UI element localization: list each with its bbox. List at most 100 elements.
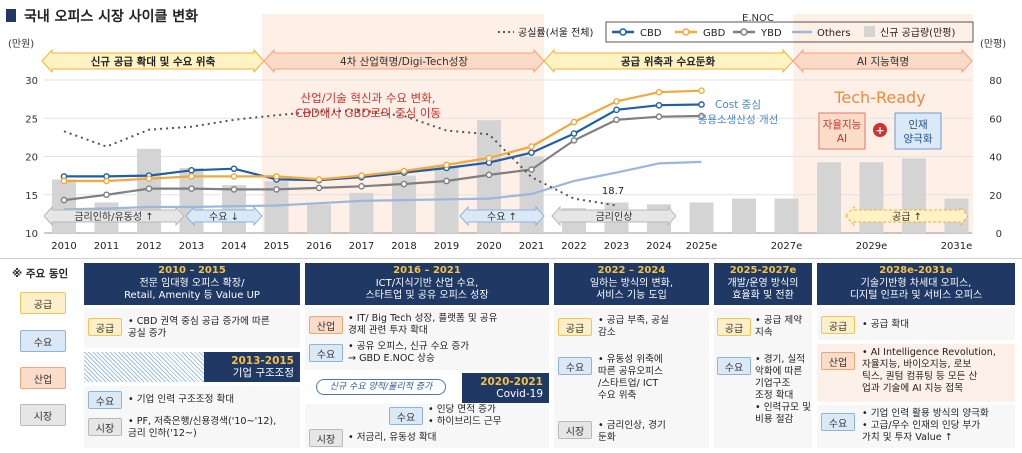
col4-supply-line-2: 지속 [755,327,773,338]
col2-demand-text: • 공유 오피스, 신규 수요 증가 → GBD E.NOC 상승 [348,341,548,365]
left-axis-unit: (만원) [8,38,34,50]
annotation-min-label: 18.7 [602,186,624,197]
x-tick-2029e: 2029e [856,241,888,252]
col5-industry-line-2: 자율지능, 바이오지능, 로보 [862,359,972,370]
col2-year: 2016 – 2021 [393,265,461,276]
col4-demand-line-5: • 인력규모 및 [755,402,811,413]
col3-market-line-2: 둔화 [598,432,616,443]
series-2-point-2010 [60,196,68,204]
legend-gbd-label: GBD [703,28,726,39]
col3-demand-line-2: 따른 공유오피스 [598,366,663,377]
right-tick-60: 60 [989,114,1002,125]
col1-supply-line-1: • CBD 권역 중심 공급 증가에 따른 [128,316,270,327]
driver-tag-demand-up: 수요 ↑ [459,205,545,227]
phase-banner-3: 공급 위축과 수요둔화 [543,48,794,74]
ai-box-text-2: AI [837,133,847,145]
series-1-point-2015 [273,173,280,180]
col5-industry-line-4: 업과 기술에 AI 지능 접목 [862,383,964,394]
col3-demand-tag: 수요 [558,357,592,375]
col2-sub-title: Covid-19 [496,388,543,400]
col2-industry-tag: 산업 [309,316,343,334]
cycle-chart: 국내 오피스 시장 사이클 변화 (만원) (만평) E.NOC 공실률(서울 … [6,8,1006,252]
col4-demand-line-4: 조정 확대 [755,390,794,401]
col5-head-2: 디지털 인프라 및 서비스 오피스 [849,290,983,301]
col3-header: 2022 – 2024 일하는 방식의 변화, 서비스 기능 도입 [554,263,709,305]
right-tick-20: 20 [989,191,1002,202]
col3-demand-text: • 유동성 위축에 따른 공유오피스 /스타트업/ ICT 수요 위축 [598,354,708,402]
supply-bar-2014 [222,185,246,233]
series-line-2 [63,114,702,202]
col1-supply-text: • CBD 권역 중심 공급 증가에 따른 공실 증가 [128,316,298,340]
legend-supply-label: 신규 공급량(만평) [880,27,955,39]
annotation-center-2: CBD에서 GBD로의 중심 이동 [295,106,441,120]
col4-demand-text: • 경기, 실적 악화에 따른 기업구조 조정 확대 • 인력규모 및 비용 절… [755,354,812,426]
driver-tag-demand-down: 수요 ↓ [185,205,263,227]
col2-industry-line-2: 경제 관련 투자 확대 [348,325,428,336]
series-line-3 [63,160,702,211]
col3-market-line-1: • 금리인상, 경기 [598,420,666,431]
axis-labels: 10 15 20 25 30 0 20 40 60 80 2010 2011 2012 2013 2014 2… [25,76,1002,252]
legend-tag-industry: 산업 [20,367,66,389]
x-tick-2010: 2010 [51,241,76,252]
col3-demand-line-3: /스타트업/ ICT [598,378,659,389]
col2-demand2-line-2: • 하이브리드 근무 [428,416,502,427]
x-tick-2024: 2024 [646,241,671,252]
legend-tag-market: 시장 [20,404,66,426]
phase-banner-3-text: 공급 위축과 수요둔화 [621,55,716,68]
driver-tag-rate-hike-text: 금리인상 [596,211,633,223]
col2-market-text: • 저금리, 유동성 확대 [348,432,437,443]
col2-subheader: 2020-2021 Covid-19 [462,373,549,403]
left-tick-20: 20 [25,153,38,164]
col5-industry-tag: 산업 [821,352,855,370]
col1-head-1: 전문 임대형 오피스 확장/ [139,277,245,289]
series-0-point-2024 [655,101,663,109]
col1-head-2: Retail, Amenity 등 Value UP [124,290,260,301]
series-2-point-2015 [273,186,280,193]
col5-supply-text: • 공급 확대 [862,319,910,330]
series-1-point-2010 [60,177,68,185]
col3-head-1: 일하는 방식의 변화, [589,277,674,289]
col2-demand-tag: 수요 [309,344,343,362]
series-2-point-2021 [528,166,535,173]
series-lines [60,87,705,211]
phase-banner-2: 4차 산업혁명/Digi-Tech성장 [263,48,545,74]
series-2-point-2023 [613,116,620,124]
col1-demand-tag: 수요 [88,391,122,409]
col2-header: 2016 – 2021 ICT/지식기반 산업 수요, 스타트업 및 공유 오피… [305,263,549,305]
x-tick-2013: 2013 [179,241,204,252]
series-1-point-2019 [443,161,450,169]
series-1-point-2012 [145,175,153,182]
col5-header: 2028e-2031e 기술기반형 차세대 오피스, 디지털 인프라 및 서비스… [817,263,1015,305]
col4-supply-tag: 공급 [717,318,751,336]
series-2-point-2012 [145,185,153,192]
series-0-point-2014 [230,165,238,173]
col1-header: 2010 – 2015 전문 임대형 오피스 확장/ Retail, Ameni… [84,263,300,305]
col5-industry-line-3: 틱스, 퀀텀 컴퓨팅 등 모든 산 [862,371,978,382]
col2-head-2: 스타트업 및 공유 오피스 성장 [365,290,489,301]
col1-hatch [84,352,204,382]
col4-demand-line-1: • 경기, 실적 [755,354,806,365]
legend-ybd-label: YBD [760,28,782,39]
series-2-point-2018 [400,180,408,188]
col5-demand-line-3: 가치 및 투자 Value ↑ [862,432,953,443]
col5-industry-text: • AI Intelligence Revolution, 자율지능, 바이오지… [862,347,1014,395]
col5-supply-tag: 공급 [821,316,855,334]
col1-year: 2010 – 2015 [158,265,226,276]
col4-supply-text: • 공급 제약 지속 [755,315,812,339]
legend: 공실률(서울 전체) CBD GBD YBD Others 신규 공급량(만평) [498,21,974,43]
supply-bar-2017 [349,192,374,233]
legend-cbd-label: CBD [640,28,662,39]
col1-supply-tag: 공급 [88,318,122,336]
col2-demand-line-2: → GBD E.NOC 상승 [348,353,435,364]
col2-lower-bg [305,404,549,448]
col1-market-line-1: • PF, 저축은행/신용경색('10~'12), [128,416,277,427]
legend-ybd-marker [740,28,748,36]
x-tick-2025e: 2025e [686,241,718,252]
series-1-point-2023 [613,98,620,105]
col3-demand-line-1: • 유동성 위축에 [598,354,663,365]
series-2-point-2022 [570,137,578,144]
plus-icon-text: + [875,124,884,137]
x-tick-2016: 2016 [306,241,331,252]
col5-demand-line-1: • 기업 인력 활용 방식의 양극화 [862,408,989,419]
driver-tag-demand-down-text: 수요 ↓ [209,211,239,223]
